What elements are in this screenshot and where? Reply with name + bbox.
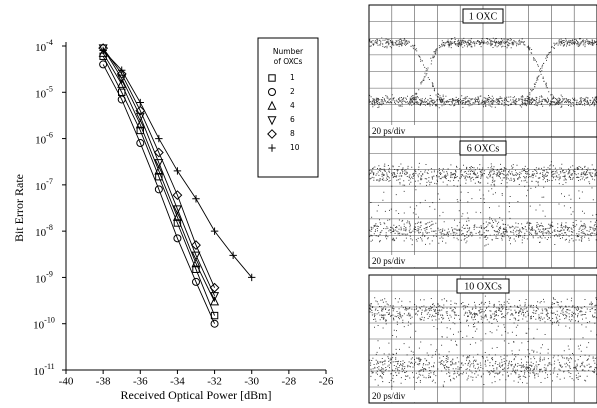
x-axis-label: Received Optical Power [dBm] bbox=[121, 388, 272, 402]
x-tick-label: -26 bbox=[319, 376, 334, 388]
marker bbox=[174, 167, 181, 174]
eye-title: 6 OXCs bbox=[467, 143, 500, 154]
y-tick-label: 10-7 bbox=[35, 177, 53, 193]
y-tick-label: 10-6 bbox=[35, 130, 53, 146]
eye-diagram: 1 OXC 20 ps/div bbox=[369, 5, 597, 138]
eye-scale: 20 ps/div bbox=[372, 391, 406, 401]
x-tick-label: -38 bbox=[96, 376, 111, 388]
y-tick-label: 10-5 bbox=[35, 84, 53, 100]
y-tick-label: 10-10 bbox=[33, 316, 55, 332]
legend-label: 6 bbox=[290, 115, 295, 124]
eye-scale: 20 ps/div bbox=[372, 256, 406, 266]
eye-title: 1 OXC bbox=[469, 11, 498, 22]
x-tick-label: -34 bbox=[170, 376, 185, 388]
series-line bbox=[103, 50, 252, 277]
x-tick-label: -36 bbox=[133, 376, 148, 388]
legend-label: 1 bbox=[290, 73, 295, 82]
y-tick-label: 10-11 bbox=[33, 362, 54, 378]
marker bbox=[192, 195, 199, 202]
marker bbox=[211, 227, 218, 234]
legend-title: Number bbox=[273, 47, 304, 56]
y-tick-label: 10-8 bbox=[35, 223, 53, 239]
marker bbox=[155, 135, 162, 142]
marker bbox=[210, 283, 218, 291]
eye-diagram: 10 OXCs 20 ps/div bbox=[369, 275, 597, 403]
x-tick-label: -30 bbox=[244, 376, 259, 388]
figure: Bit Error Rate Received Optical Power [d… bbox=[0, 0, 597, 408]
legend-label: 2 bbox=[290, 87, 295, 96]
eye-title: 10 OXCs bbox=[464, 281, 502, 292]
eye-diagram: 6 OXCs 20 ps/div bbox=[369, 137, 597, 268]
legend-title: of OXCs bbox=[274, 57, 303, 66]
y-tick-label: 10-4 bbox=[35, 38, 53, 54]
page: Bit Error Rate Received Optical Power [d… bbox=[0, 0, 597, 408]
x-tick-label: -28 bbox=[282, 376, 297, 388]
legend-label: 10 bbox=[290, 143, 300, 152]
y-tick-label: 10-9 bbox=[35, 269, 53, 285]
eye-scale: 20 ps/div bbox=[372, 126, 406, 136]
legend-label: 4 bbox=[290, 101, 295, 110]
x-tick-label: -32 bbox=[207, 376, 222, 388]
legend-label: 8 bbox=[290, 129, 295, 138]
y-axis-label: Bit Error Rate bbox=[12, 174, 26, 242]
x-tick-label: -40 bbox=[59, 376, 74, 388]
